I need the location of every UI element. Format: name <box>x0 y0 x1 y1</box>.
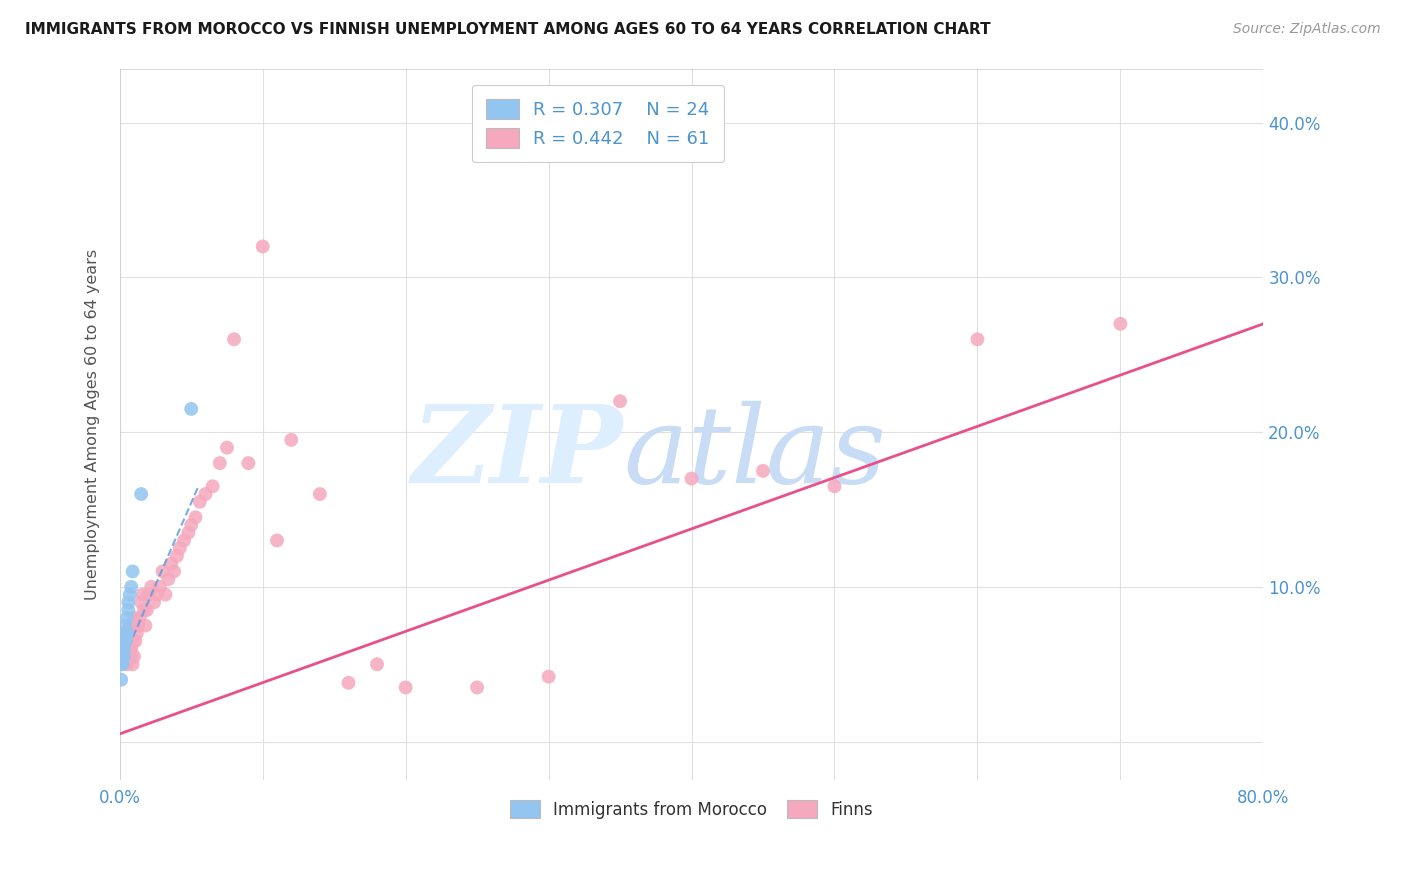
Text: ZIP: ZIP <box>412 400 623 506</box>
Point <box>121 657 143 672</box>
Point <box>157 572 180 586</box>
Point <box>117 649 139 664</box>
Point <box>180 518 202 533</box>
Point <box>134 618 156 632</box>
Point <box>112 641 135 656</box>
Point <box>118 588 141 602</box>
Point <box>121 634 143 648</box>
Y-axis label: Unemployment Among Ages 60 to 64 years: Unemployment Among Ages 60 to 64 years <box>86 249 100 600</box>
Point <box>120 641 142 656</box>
Point <box>224 332 246 346</box>
Point <box>125 626 148 640</box>
Point <box>115 611 138 625</box>
Point <box>155 588 177 602</box>
Point <box>188 495 211 509</box>
Text: IMMIGRANTS FROM MOROCCO VS FINNISH UNEMPLOYMENT AMONG AGES 60 TO 64 YEARS CORREL: IMMIGRANTS FROM MOROCCO VS FINNISH UNEMP… <box>25 22 991 37</box>
Point <box>129 595 152 609</box>
Point <box>131 588 153 602</box>
Point <box>238 456 260 470</box>
Point <box>114 641 136 656</box>
Point <box>138 588 160 602</box>
Point <box>252 239 274 253</box>
Point <box>201 479 224 493</box>
Point <box>112 649 135 664</box>
Point <box>112 626 135 640</box>
Point <box>120 649 142 664</box>
Point <box>143 595 166 609</box>
Point <box>110 657 132 672</box>
Point <box>110 641 132 656</box>
Point <box>115 657 138 672</box>
Point <box>160 557 183 571</box>
Point <box>609 394 631 409</box>
Point <box>966 332 988 346</box>
Point <box>117 595 139 609</box>
Point <box>110 673 132 687</box>
Point <box>132 603 155 617</box>
Point <box>152 565 174 579</box>
Point <box>180 401 202 416</box>
Point <box>129 487 152 501</box>
Point <box>115 634 138 648</box>
Point <box>166 549 188 563</box>
Point <box>266 533 288 548</box>
Text: atlas: atlas <box>623 401 886 506</box>
Point <box>110 649 132 664</box>
Point <box>112 634 135 648</box>
Point <box>163 565 186 579</box>
Point <box>117 603 139 617</box>
Point <box>173 533 195 548</box>
Point <box>208 456 231 470</box>
Point <box>111 634 134 648</box>
Point <box>111 657 134 672</box>
Text: Source: ZipAtlas.com: Source: ZipAtlas.com <box>1233 22 1381 37</box>
Point <box>366 657 388 672</box>
Point <box>215 441 238 455</box>
Point <box>752 464 775 478</box>
Point <box>112 649 135 664</box>
Point <box>121 565 143 579</box>
Point <box>118 641 141 656</box>
Point <box>115 626 138 640</box>
Point <box>127 618 149 632</box>
Point <box>149 580 172 594</box>
Legend: Immigrants from Morocco, Finns: Immigrants from Morocco, Finns <box>503 793 880 825</box>
Point <box>184 510 207 524</box>
Point <box>114 634 136 648</box>
Point <box>465 681 488 695</box>
Point <box>120 580 142 594</box>
Point <box>824 479 846 493</box>
Point <box>122 649 145 664</box>
Point <box>114 618 136 632</box>
Point <box>146 588 169 602</box>
Point <box>337 675 360 690</box>
Point <box>395 681 418 695</box>
Point <box>114 626 136 640</box>
Point <box>194 487 217 501</box>
Point <box>128 611 150 625</box>
Point <box>124 634 146 648</box>
Point <box>280 433 302 447</box>
Point <box>309 487 332 501</box>
Point <box>141 580 163 594</box>
Point <box>122 611 145 625</box>
Point <box>117 626 139 640</box>
Point <box>169 541 191 556</box>
Point <box>111 641 134 656</box>
Point <box>111 649 134 664</box>
Point <box>118 618 141 632</box>
Point <box>681 472 703 486</box>
Point <box>537 670 560 684</box>
Point <box>177 525 200 540</box>
Point <box>135 603 157 617</box>
Point <box>1109 317 1132 331</box>
